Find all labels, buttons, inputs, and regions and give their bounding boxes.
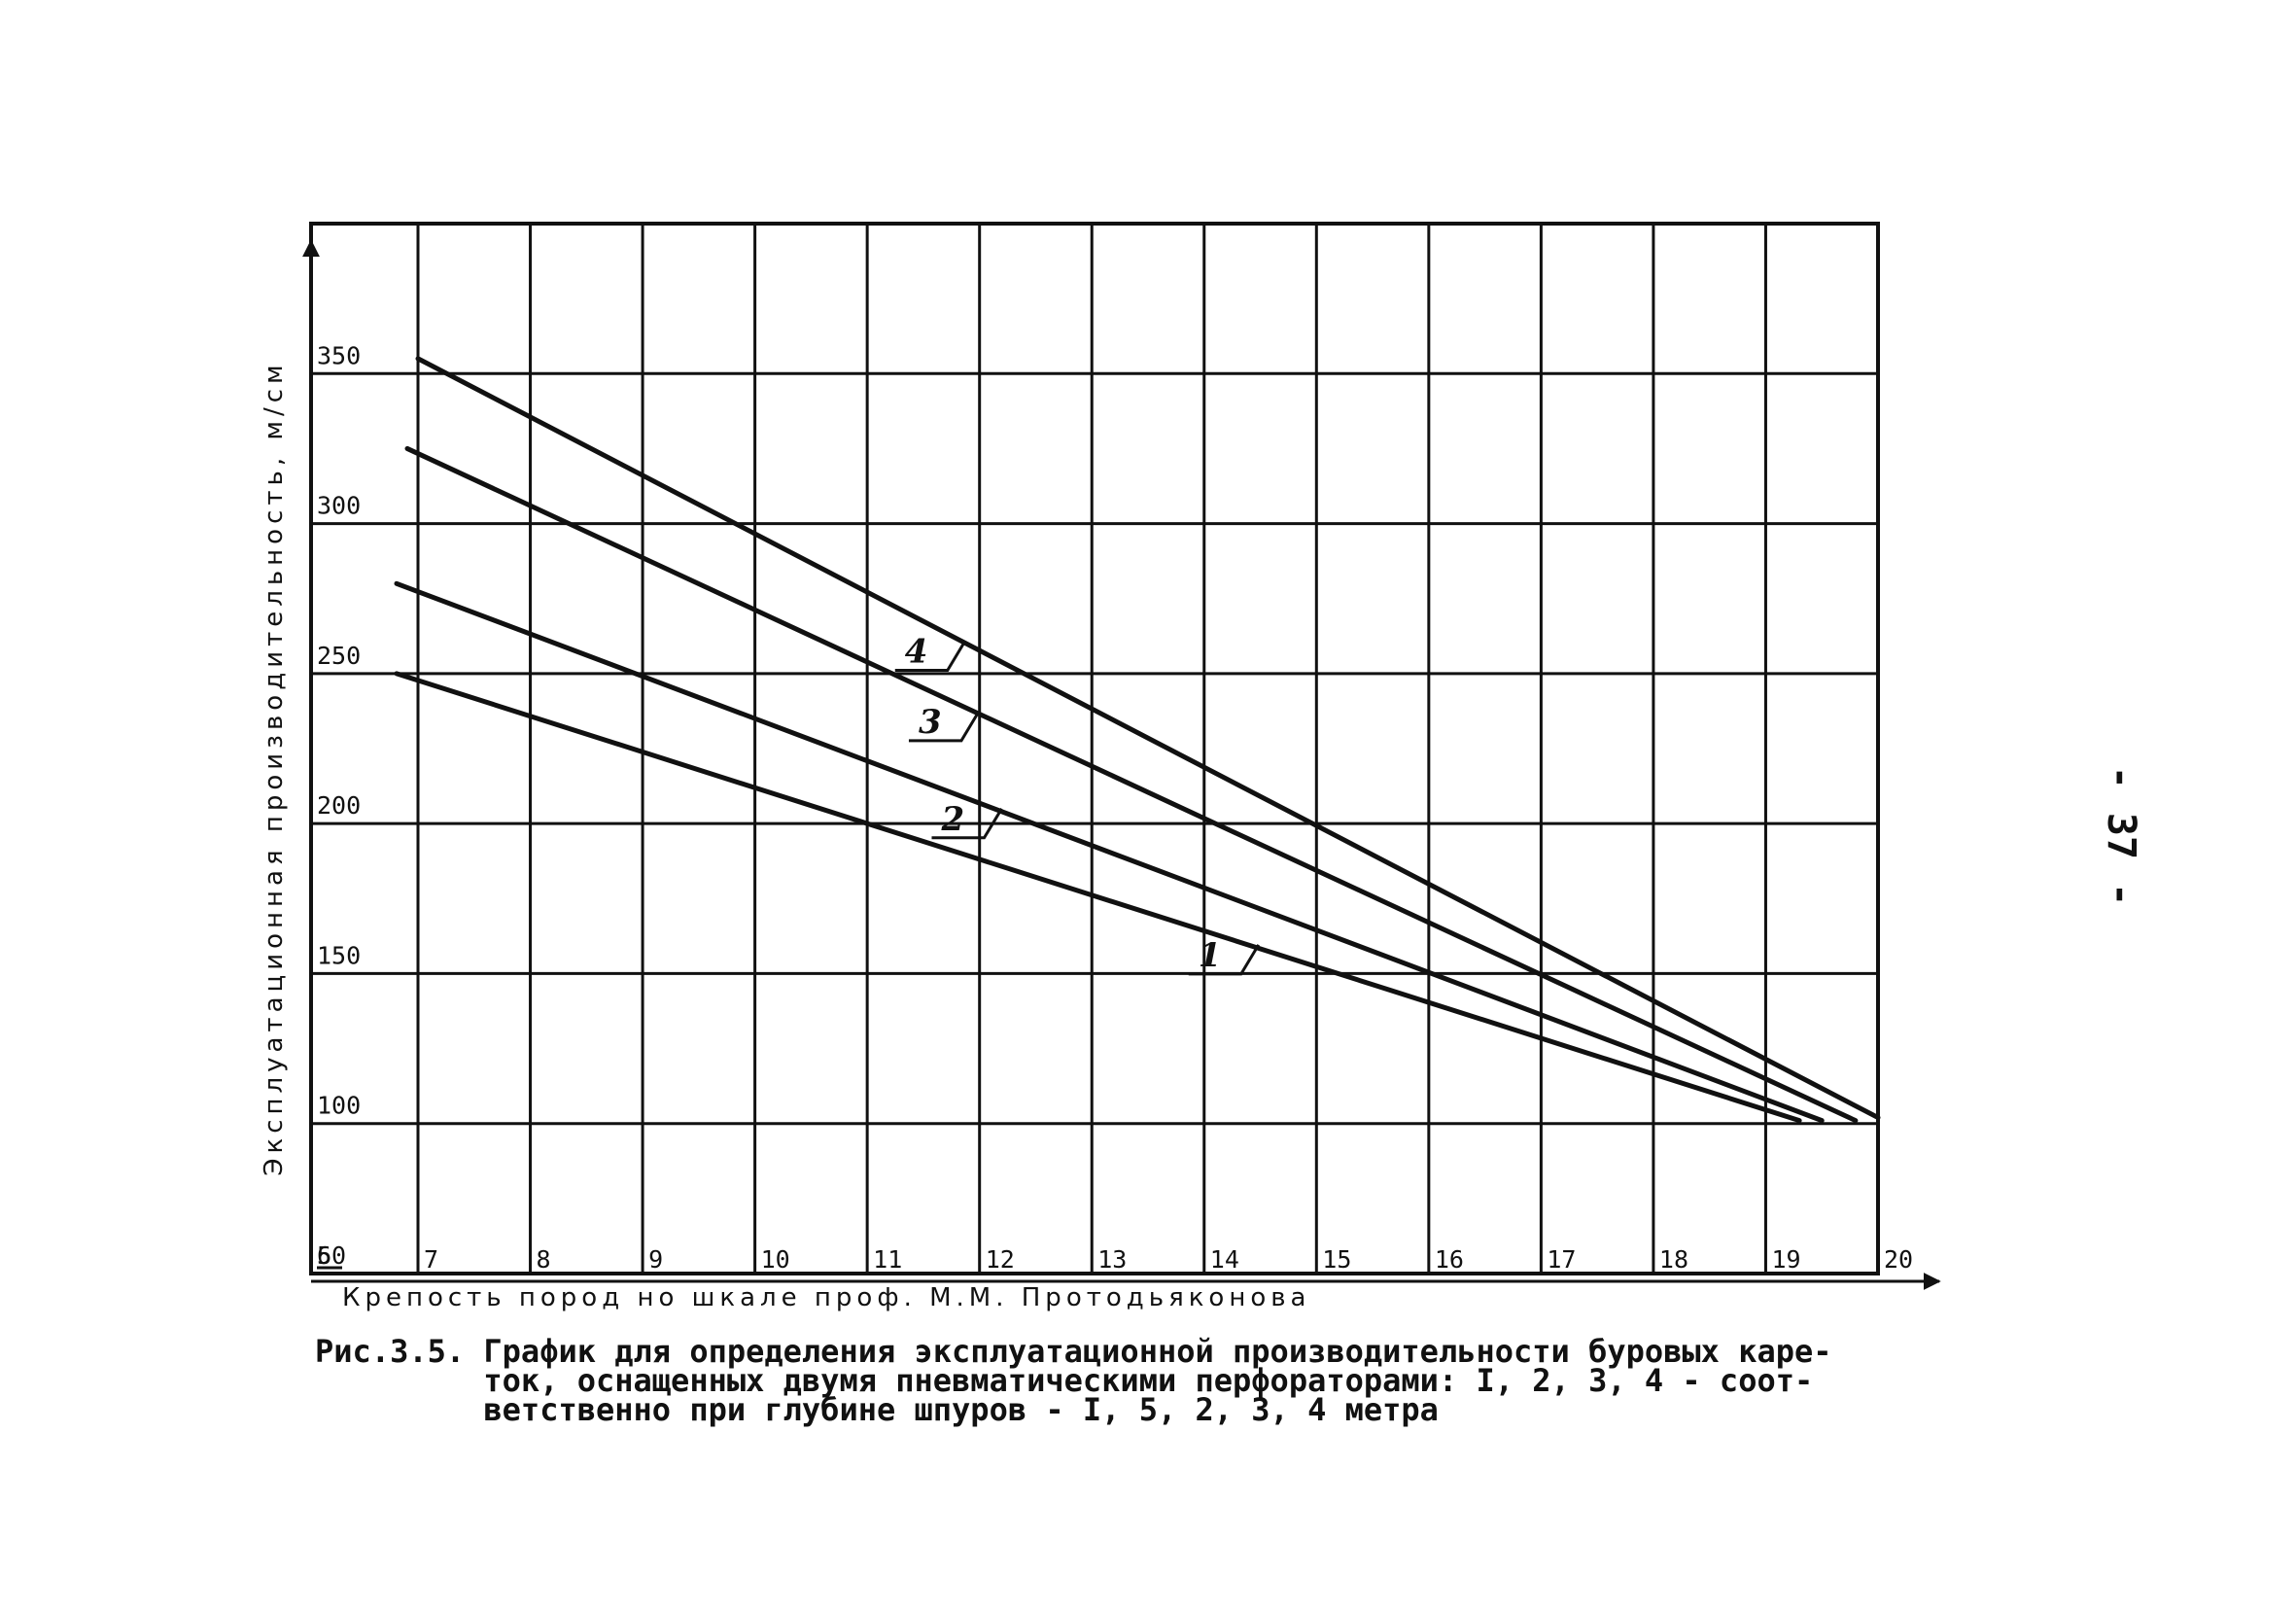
x-tick-label: 16 [1435,1245,1464,1274]
page-number: - 37 - [2099,765,2143,907]
x-axis-title: Крепость пород но шкале проф. М.М. Прото… [342,1283,1311,1312]
x-tick-label: 13 [1097,1245,1127,1274]
series-lines [394,356,1881,1124]
figure-caption: Рис.3.5. График для определения эксплуат… [315,1333,1967,1428]
series-tag-2: 2 [940,800,964,839]
caption-line-2: ток, оснащенных двумя пневматическими пе… [315,1362,1814,1399]
x-tick-label: 12 [986,1245,1015,1274]
x-tick-label: 15 [1322,1245,1351,1274]
series-tag-4: 4 [905,633,928,672]
series-tag-1: 1 [1199,936,1222,975]
series-tag-hook [1188,944,1261,976]
x-tick-label: 18 [1659,1245,1688,1274]
x-tick-labels: 6 7 8 9 10 11 12 13 14 15 16 17 18 19 20 [317,1241,1913,1274]
x-tick-label: 6 [317,1241,331,1270]
x-tick-label: 19 [1771,1245,1800,1274]
plot-grid [311,224,1878,1274]
series-tag-hook [931,808,1003,840]
series-tags: 1 2 3 4 [894,633,1261,976]
y-tick-label: 350 [317,341,361,369]
y-tick-label: 50 [317,1241,346,1270]
x-tick-label: 14 [1210,1245,1239,1274]
plot-frame [309,222,1880,1275]
y-tick-label: 200 [317,791,361,820]
y-axis-title: Эксплуатационная производительность, м/с… [260,360,289,1175]
x-tick-label: 9 [648,1245,663,1274]
y-tick-label: 100 [317,1092,361,1120]
series-line-1 [394,671,1802,1124]
caption-line-3: ветственно при глубине шпуров - I, 5, 2,… [315,1391,1439,1428]
x-tick-label: 20 [1884,1245,1913,1274]
x-tick-label: 17 [1547,1245,1576,1274]
series-line-4 [415,356,1881,1121]
y-tick-label: 250 [317,642,361,670]
x-tick-label: 7 [424,1245,438,1274]
x-tick-label: 8 [537,1245,551,1274]
series-tag-hook [908,711,981,743]
y-tick-labels: 50 100 150 200 250 300 350 [317,341,361,1270]
series-tag-3: 3 [919,703,942,742]
series-tag-hook [894,640,967,673]
y-tick-label: 300 [317,492,361,520]
caption-line-1: Рис.3.5. График для определения эксплуат… [315,1333,1832,1370]
series-line-2 [394,580,1825,1124]
x-tick-label: 11 [873,1245,902,1274]
x-tick-label: 10 [761,1245,790,1274]
series-line-3 [404,445,1859,1124]
y-tick-label: 150 [317,941,361,969]
